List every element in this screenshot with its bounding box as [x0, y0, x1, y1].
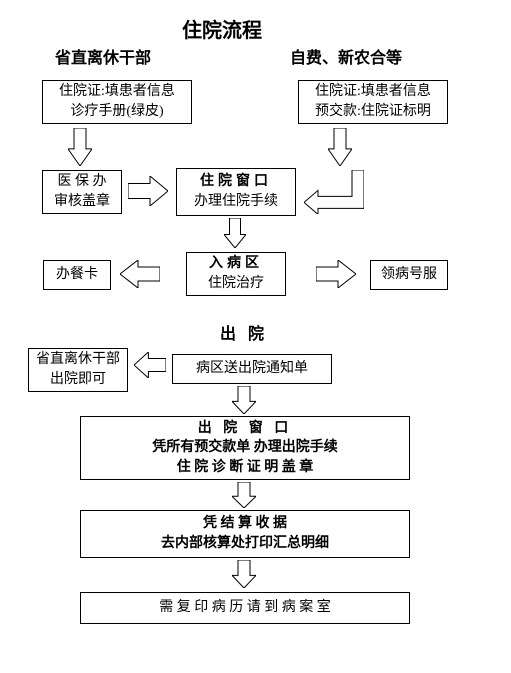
- node-n5: 办餐卡: [43, 260, 111, 290]
- node-line: 领病号服: [381, 265, 437, 285]
- node-line: 办理住院手续: [194, 192, 278, 212]
- node-line: 凭 结 算 收 据: [203, 514, 287, 534]
- node-line: 住 院 诊 断 证 明 盖 章: [177, 458, 314, 478]
- node-line: 住院治疗: [208, 274, 264, 294]
- node-n8: 省直离休干部出院即可: [28, 348, 128, 392]
- node-line: 住院窗口: [200, 172, 272, 192]
- node-line: 去内部核算处打印汇总明细: [161, 534, 329, 554]
- main-title: 住院流程: [182, 14, 262, 43]
- node-line: 住院证:填患者信息: [315, 82, 431, 102]
- arrow-a7: [316, 260, 356, 288]
- node-line: 入病区: [209, 254, 263, 274]
- arrow-a11: [232, 560, 256, 588]
- node-line: 省直离休干部: [36, 350, 120, 370]
- arrow-a5: [224, 218, 246, 248]
- node-n6: 入病区住院治疗: [186, 252, 286, 296]
- arrow-a10: [232, 482, 256, 508]
- node-line: 病区送出院通知单: [196, 359, 308, 379]
- node-line: 办餐卡: [56, 265, 98, 285]
- node-line: 医 保 办: [58, 172, 107, 192]
- section-title-discharge: 出院: [220, 320, 276, 344]
- node-n1: 住院证:填患者信息诊疗手册(绿皮): [42, 80, 192, 124]
- node-n3: 医 保 办审核盖章: [42, 170, 122, 214]
- node-line: 审核盖章: [54, 192, 110, 212]
- arrow-a1: [68, 128, 92, 166]
- node-line: 诊疗手册(绿皮): [70, 102, 163, 122]
- node-n9: 病区送出院通知单: [172, 354, 332, 384]
- arrow-a2: [328, 128, 352, 166]
- arrow-a4: [304, 170, 364, 214]
- node-line: 凭所有预交款单 办理出院手续: [152, 438, 338, 458]
- node-n7: 领病号服: [370, 260, 448, 290]
- arrow-a3: [128, 176, 168, 206]
- node-n12: 需 复 印 病 历 请 到 病 案 室: [80, 592, 410, 624]
- node-line: 需 复 印 病 历 请 到 病 案 室: [159, 598, 331, 618]
- node-n4: 住院窗口办理住院手续: [176, 168, 296, 216]
- arrow-a9: [232, 386, 256, 414]
- arrow-a8: [134, 352, 166, 378]
- node-n11: 凭 结 算 收 据去内部核算处打印汇总明细: [80, 510, 410, 558]
- subtitle-left: 省直离休干部: [55, 44, 151, 68]
- node-n2: 住院证:填患者信息预交款:住院证标明: [298, 80, 448, 124]
- node-line: 出院即可: [50, 370, 106, 390]
- node-line: 出 院 窗 口: [198, 419, 293, 439]
- node-n10: 出 院 窗 口凭所有预交款单 办理出院手续住 院 诊 断 证 明 盖 章: [80, 416, 410, 480]
- subtitle-right: 自费、新农合等: [290, 44, 402, 68]
- node-line: 住院证:填患者信息: [59, 82, 175, 102]
- arrow-a6: [120, 260, 160, 288]
- node-line: 预交款:住院证标明: [315, 102, 431, 122]
